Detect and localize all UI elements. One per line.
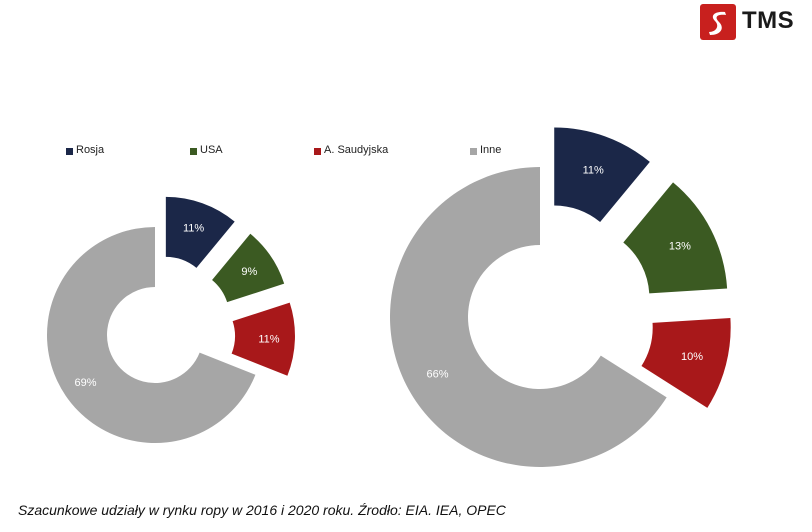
tms-logo: TMS: [700, 4, 806, 42]
donut-charts: 11% 9% 11% 69% 11% 13% 10% 66%: [46, 127, 731, 467]
slice-data-label: 69%: [75, 377, 97, 389]
legend-label: USA: [200, 144, 223, 156]
legend-swatch: [470, 148, 477, 155]
slice-usa: [212, 233, 285, 303]
slice-rosja: [165, 196, 235, 268]
slice-data-label: 10%: [681, 351, 703, 363]
slice-inne: [46, 227, 256, 444]
slice-data-label: 11%: [258, 334, 279, 346]
slice-data-label: 9%: [241, 266, 257, 278]
legend-swatch: [190, 148, 197, 155]
slice-usa: [623, 182, 728, 294]
donut-chart-2: 11% 13% 10% 66%: [389, 127, 731, 467]
slice-inne: [389, 167, 667, 467]
legend-label: Rosja: [76, 144, 105, 156]
slice-a-saudyjska: [231, 302, 295, 376]
legend-label: A. Saudyjska: [324, 144, 389, 156]
tms-logo-icon: [700, 4, 736, 40]
slice-data-label: 13%: [669, 241, 691, 253]
legend-swatch: [314, 148, 321, 155]
slice-data-label: 11%: [183, 223, 204, 235]
legend-label: Inne: [480, 144, 502, 156]
chart-legend: Rosja USA A. Saudyjska Inne: [66, 144, 586, 160]
slice-data-label: 66%: [426, 368, 448, 380]
tms-logo-text: TMS: [742, 7, 795, 34]
chart-caption: Szacunkowe udziały w rynku ropy w 2016 i…: [18, 502, 506, 518]
legend-swatch: [66, 148, 73, 155]
donut-chart-1: 11% 9% 11% 69%: [46, 196, 295, 444]
slice-data-label: 11%: [583, 164, 604, 176]
slice-rosja: [554, 127, 650, 223]
slice-a-saudyjska: [641, 318, 731, 408]
